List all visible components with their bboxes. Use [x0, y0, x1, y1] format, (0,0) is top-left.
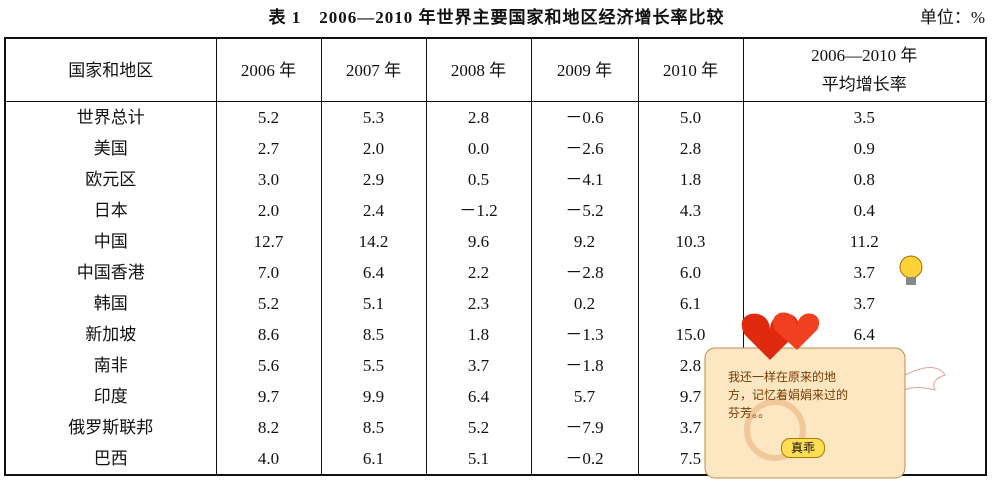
table-cell: 6.1 [320, 443, 426, 475]
table-cell: 5.0 [637, 101, 743, 133]
table-cell: 2.3 [425, 288, 531, 319]
table-cell: 2.0 [215, 195, 321, 226]
table-cell: 9.2 [530, 226, 638, 257]
table-cell: 1.8 [637, 164, 743, 195]
table-row: 日本 2.0 2.4 －1.2 －5.2 4.3 0.4 [4, 195, 986, 226]
column-header: 国家和地区 [4, 38, 216, 102]
table-cell: 4.0 [215, 443, 321, 475]
table-row: 欧元区 3.0 2.9 0.5 －4.1 1.8 0.8 [4, 164, 986, 195]
table-cell: 印度 [4, 381, 216, 412]
table-cell: 2.7 [215, 133, 321, 164]
table-row: 中国 12.7 14.2 9.6 9.2 10.3 11.2 [4, 226, 986, 257]
table-cell: 新加坡 [4, 319, 216, 350]
table-cell: 中国香港 [4, 257, 216, 288]
table-row: 中国香港 7.0 6.4 2.2 －2.8 6.0 3.7 [4, 257, 986, 288]
table-cell: 0.5 [425, 164, 531, 195]
table-row: 新加坡 8.6 8.5 1.8 －1.3 15.0 6.4 [4, 319, 986, 350]
table-cell: 俄罗斯联邦 [4, 412, 216, 443]
table-cell: 5.2 [215, 101, 321, 133]
popup-button[interactable]: 真乖 [781, 438, 825, 458]
table-cell: 5.3 [320, 101, 426, 133]
table-cell: －1.2 [425, 195, 531, 226]
table-row: 美国 2.7 2.0 0.0 －2.6 2.8 0.9 [4, 133, 986, 164]
table-cell: 9.7 [215, 381, 321, 412]
table-cell: 巴西 [4, 443, 216, 475]
table-cell: －2.6 [530, 133, 638, 164]
table-cell: 3.0 [215, 164, 321, 195]
column-header: 2006—2010 年平均增长率 [742, 38, 986, 102]
table-cell: －4.1 [530, 164, 638, 195]
table-cell: 韩国 [4, 288, 216, 319]
table-cell: 5.5 [320, 350, 426, 381]
table-cell: 8.6 [215, 319, 321, 350]
column-header: 2007 年 [320, 38, 426, 102]
table-cell: －2.8 [530, 257, 638, 288]
popup-scroll [704, 312, 946, 479]
table-cell: 0.2 [530, 288, 638, 319]
table-cell: 5.1 [320, 288, 426, 319]
column-header: 2010 年 [637, 38, 743, 102]
table-cell: 日本 [4, 195, 216, 226]
table-row: 世界总计 5.2 5.3 2.8 －0.6 5.0 3.5 [4, 101, 986, 133]
table-cell: 2.8 [425, 101, 531, 133]
table-cell: 9.9 [320, 381, 426, 412]
table-cell: 世界总计 [4, 101, 216, 133]
table-cell: 9.6 [425, 226, 531, 257]
table-cell: 8.5 [320, 412, 426, 443]
table-cell: 11.2 [742, 226, 986, 257]
table-cell: 15.0 [637, 319, 743, 350]
table-cell: 6.0 [637, 257, 743, 288]
column-header: 2008 年 [425, 38, 531, 102]
table-cell: －7.9 [530, 412, 638, 443]
table-cell: 3.7 [742, 257, 986, 288]
table-cell: 2.8 [637, 133, 743, 164]
table-cell: 欧元区 [4, 164, 216, 195]
table-cell: 美国 [4, 133, 216, 164]
table-cell: 5.2 [425, 412, 531, 443]
header-row: 国家和地区 2006 年 2007 年 2008 年 2009 年 2010 年 2006—… [4, 38, 986, 102]
table-cell: 5.6 [215, 350, 321, 381]
table-cell: 2.4 [320, 195, 426, 226]
table-cell: 2.0 [320, 133, 426, 164]
column-header-line: 平均增长率 [821, 75, 907, 94]
table-cell: 3.5 [742, 101, 986, 133]
table-cell: 南非 [4, 350, 216, 381]
table-cell: －0.6 [530, 101, 638, 133]
table-cell: 6.4 [320, 257, 426, 288]
table-cell: 1.8 [425, 319, 531, 350]
table-cell: 5.1 [425, 443, 531, 475]
table-cell: 8.5 [320, 319, 426, 350]
table-cell: 5.2 [215, 288, 321, 319]
column-header-line: 2006—2010 年 [811, 46, 918, 65]
table-cell: 7.0 [215, 257, 321, 288]
popup-message: 我还一样在原来的地方，记忆着娟娟来过的芬芳。。 [728, 370, 849, 420]
table-cell: 14.2 [320, 226, 426, 257]
lightbulb-icon [899, 255, 923, 285]
table-cell: 10.3 [637, 226, 743, 257]
table-cell: 0.9 [742, 133, 986, 164]
table-title: 表 1 2006—2010 年世界主要国家和地区经济增长率比较 [268, 8, 725, 27]
table-cell: 5.7 [530, 381, 638, 412]
column-header: 2009 年 [530, 38, 638, 102]
table-cell: 4.3 [637, 195, 743, 226]
table-cell: 0.4 [742, 195, 986, 226]
table-cell: 中国 [4, 226, 216, 257]
table-cell: 3.7 [425, 350, 531, 381]
table-cell: －1.8 [530, 350, 638, 381]
table-cell: 6.4 [425, 381, 531, 412]
table-cell: 0.8 [742, 164, 986, 195]
table-cell: 12.7 [215, 226, 321, 257]
table-cell: 8.2 [215, 412, 321, 443]
table-cell: 2.2 [425, 257, 531, 288]
table-cell: 2.9 [320, 164, 426, 195]
table-cell: 6.1 [637, 288, 743, 319]
table-cell: 0.0 [425, 133, 531, 164]
table-cell: －0.2 [530, 443, 638, 475]
unit-label: 单位：% [919, 8, 985, 27]
column-header: 2006 年 [215, 38, 321, 102]
table-cell: －1.3 [530, 319, 638, 350]
table-cell: －5.2 [530, 195, 638, 226]
